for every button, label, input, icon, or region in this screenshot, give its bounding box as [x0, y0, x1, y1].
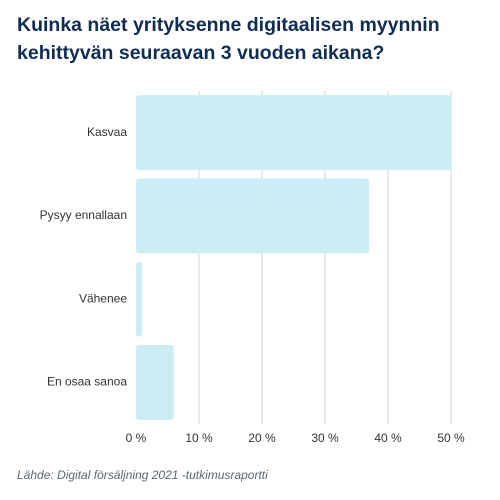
- chart-title-line-1: Kuinka näet yrityksenne digitaalisen myy…: [17, 14, 440, 36]
- category-label: En osaa sanoa: [47, 375, 127, 389]
- x-tick-label: 0 %: [126, 431, 147, 445]
- x-tick-label: 10 %: [185, 431, 213, 445]
- bar-1: [136, 95, 451, 171]
- source-note: Lähde: Digital försäljning 2021 -tutkimu…: [17, 468, 268, 482]
- category-label: Vähenee: [79, 291, 127, 305]
- x-tick-label: 30 %: [311, 431, 339, 445]
- bar-4: [136, 344, 174, 420]
- bar-3: [136, 261, 143, 337]
- x-tick-label: 40 %: [374, 431, 402, 445]
- x-tick-label: 50 %: [437, 431, 465, 445]
- category-label: Pysyy ennallaan: [40, 208, 127, 222]
- x-tick-label: 20 %: [248, 431, 276, 445]
- bar-2: [136, 178, 370, 254]
- chart-title: Kuinka näet yrityksenne digitaalisen myy…: [17, 11, 487, 67]
- chart-title-line-2: kehittyvän seuraavan 3 vuoden aikana?: [17, 42, 385, 64]
- category-label: Kasvaa: [87, 125, 127, 139]
